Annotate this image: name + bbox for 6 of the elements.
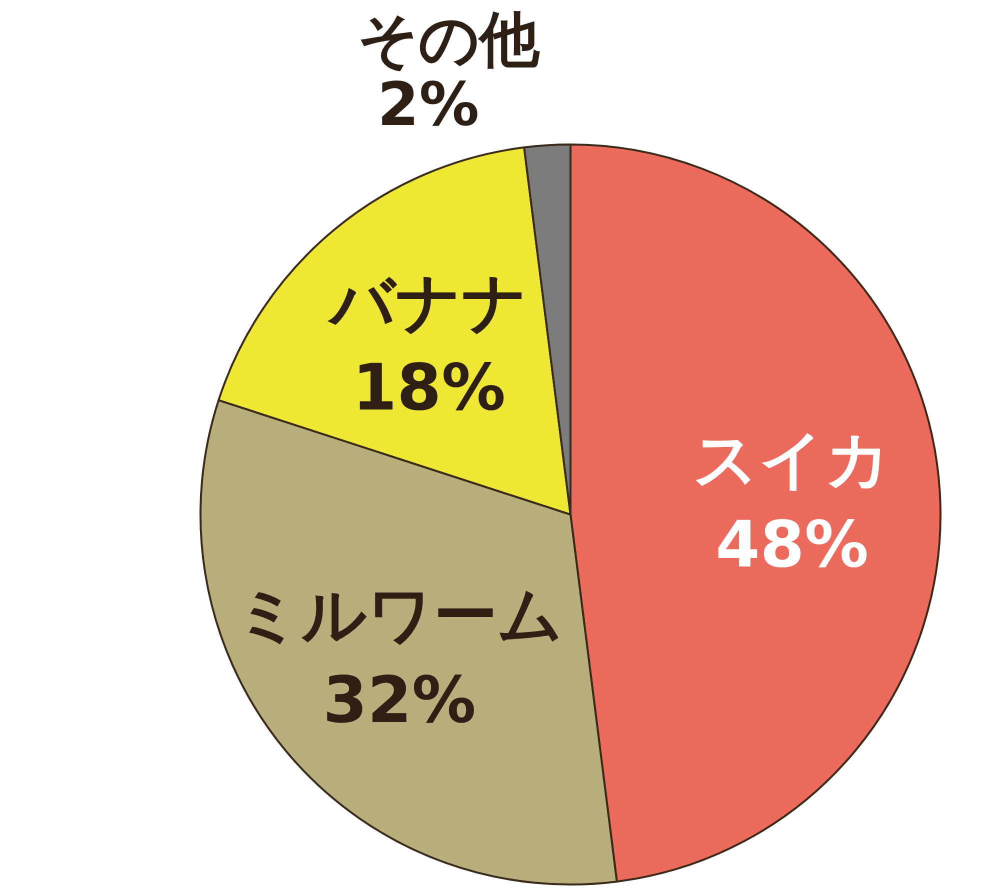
slice-label: バナナ	[326, 266, 528, 340]
data-label: 18%	[352, 351, 506, 426]
data-label: 32%	[322, 664, 476, 738]
slice-label: ミルワーム	[235, 579, 564, 654]
slice-label: スイカ	[693, 424, 892, 498]
data-label: 48%	[715, 508, 869, 583]
